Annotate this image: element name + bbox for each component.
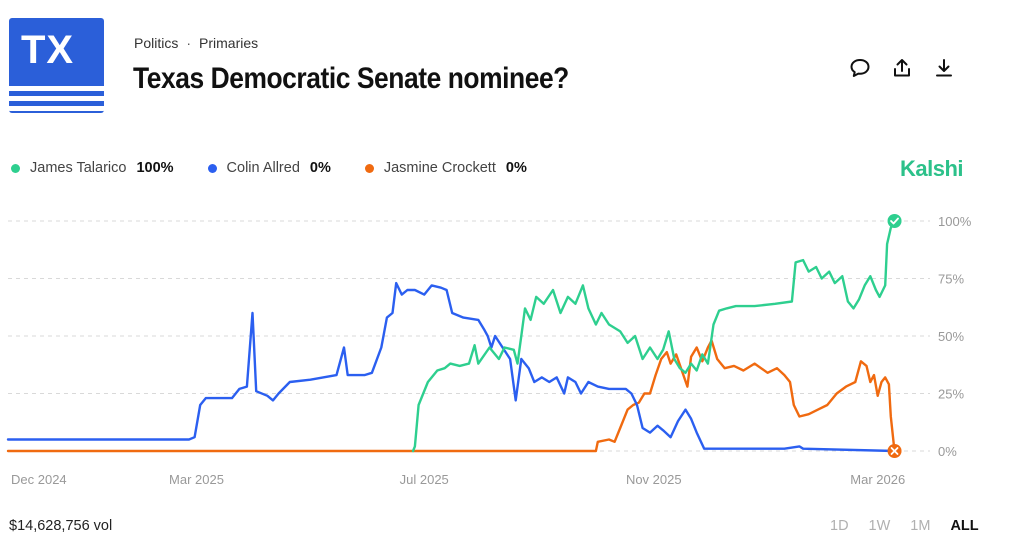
legend-item-allred[interactable]: Colin Allred 0% bbox=[207, 160, 331, 176]
share-icon[interactable] bbox=[890, 56, 914, 80]
chart-legend: James Talarico 100% Colin Allred 0% Jasm… bbox=[11, 160, 561, 176]
legend-item-crockett[interactable]: Jasmine Crockett 0% bbox=[364, 160, 527, 176]
range-1m[interactable]: 1M bbox=[910, 518, 931, 534]
range-selector: 1D 1W 1M ALL bbox=[830, 518, 979, 534]
legend-dot bbox=[364, 163, 374, 173]
action-bar bbox=[848, 56, 956, 80]
legend-label: Jasmine Crockett bbox=[383, 160, 496, 176]
kalshi-logo: Kalshi bbox=[900, 156, 964, 181]
logo-stripe bbox=[9, 106, 104, 111]
breadcrumb-primaries[interactable]: Primaries bbox=[199, 35, 259, 51]
y-tick-label: 25% bbox=[938, 387, 964, 402]
x-tick-label: Mar 2026 bbox=[850, 472, 905, 487]
breadcrumb-separator: · bbox=[186, 35, 192, 51]
x-tick-label: Mar 2025 bbox=[169, 472, 224, 487]
series-line-james-talarico bbox=[411, 219, 896, 453]
range-all[interactable]: ALL bbox=[950, 518, 979, 534]
price-history-chart: 0% 25% 50% 75% 100% Dec 2024 Mar 2025 Jul 2025 N… bbox=[6, 214, 972, 487]
volume-text: $14,628,756 vol bbox=[9, 518, 113, 534]
logo-stripe bbox=[9, 86, 104, 91]
y-tick-label: 0% bbox=[938, 444, 957, 459]
check-mark bbox=[890, 217, 899, 225]
page-title: Texas Democratic Senate nominee? bbox=[133, 62, 569, 95]
x-tick-label: Dec 2024 bbox=[11, 472, 67, 487]
breadcrumb: Politics · Primaries bbox=[134, 35, 258, 51]
logo-text: TX bbox=[21, 28, 75, 72]
legend-item-talarico[interactable]: James Talarico 100% bbox=[11, 160, 174, 176]
legend-label: James Talarico bbox=[30, 160, 127, 176]
x-tick-label: Nov 2025 bbox=[626, 472, 682, 487]
y-tick-label: 75% bbox=[938, 272, 964, 287]
state-logo: TX bbox=[9, 18, 104, 113]
x-tick-label: Jul 2025 bbox=[400, 472, 449, 487]
series-line-colin-allred bbox=[6, 281, 896, 453]
comment-icon[interactable] bbox=[848, 56, 872, 80]
check-icon bbox=[887, 214, 902, 228]
range-1w[interactable]: 1W bbox=[868, 518, 891, 534]
legend-dot bbox=[207, 163, 217, 173]
legend-value: 0% bbox=[309, 160, 331, 176]
download-icon[interactable] bbox=[932, 56, 956, 80]
y-tick-label: 100% bbox=[938, 214, 972, 229]
legend-value: 100% bbox=[136, 160, 174, 176]
breadcrumb-politics[interactable]: Politics bbox=[134, 35, 179, 51]
range-1d[interactable]: 1D bbox=[830, 518, 849, 534]
series-line-jasmine-crockett bbox=[6, 339, 896, 453]
legend-dot bbox=[11, 163, 20, 173]
legend-label: Colin Allred bbox=[226, 160, 300, 176]
legend-value: 0% bbox=[505, 160, 527, 176]
y-tick-label: 50% bbox=[938, 329, 964, 344]
x-mark bbox=[890, 447, 899, 455]
logo-stripe bbox=[9, 96, 104, 101]
